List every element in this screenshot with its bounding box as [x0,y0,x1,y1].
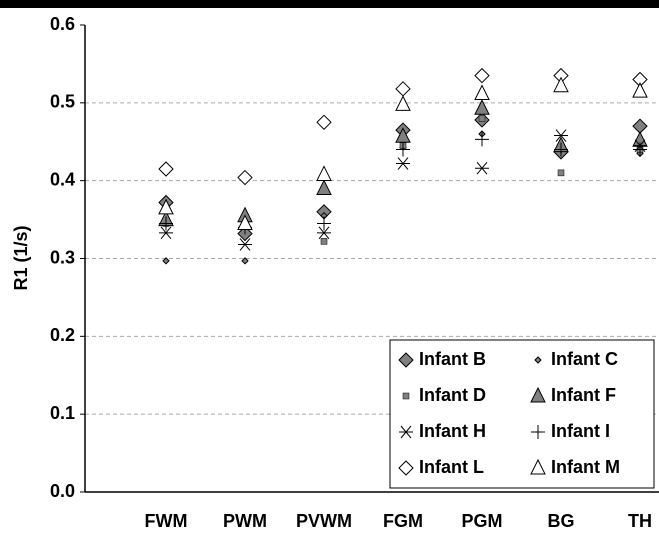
y-tick-label: 0.6 [50,14,75,34]
marker [317,216,331,231]
y-tick-label: 0.1 [50,403,75,423]
marker [534,356,542,364]
marker [530,386,546,403]
marker [316,179,332,195]
marker [316,114,332,130]
marker [159,226,173,240]
marker [395,81,411,97]
marker [632,82,648,98]
y-axis-label: R1 (1/s) [11,225,31,290]
marker [554,129,568,142]
marker [475,132,489,147]
marker [396,142,410,157]
marker [317,226,331,240]
top-bar [0,0,659,8]
y-tick-label: 0.0 [50,481,75,501]
marker [158,198,174,215]
marker [557,169,565,177]
marker [320,238,328,245]
marker [478,115,486,122]
marker [398,460,414,476]
x-tick-label: BG [548,511,575,531]
marker [241,257,249,265]
legend-label: Infant F [551,385,616,405]
marker [474,84,490,100]
y-tick-label: 0.5 [50,92,75,112]
legend-label: Infant B [419,349,486,369]
marker [474,99,490,115]
x-tick-label: FGM [383,511,423,531]
x-tick-label: PVWM [296,511,352,531]
marker [237,169,253,186]
legend-label: Infant M [551,457,620,477]
legend-label: Infant D [419,385,486,405]
marker [159,216,173,231]
marker [531,425,545,439]
marker [395,127,411,143]
marker [554,142,568,157]
legend-label: Infant L [419,457,484,477]
marker [238,238,252,251]
marker [475,161,489,175]
x-tick-label: FWM [145,511,188,531]
marker [402,392,410,400]
marker [162,257,170,265]
x-tick-label: TH [628,511,652,531]
marker [158,161,174,177]
marker [399,425,413,439]
marker [633,142,647,157]
marker [396,157,410,170]
marker [553,76,569,93]
y-tick-label: 0.4 [50,169,75,189]
y-tick-label: 0.3 [50,247,75,267]
legend-label: Infant C [551,349,618,369]
x-tick-label: PGM [461,511,502,531]
legend-label: Infant H [419,421,486,441]
marker [316,165,332,181]
marker [237,214,253,230]
y-tick-label: 0.2 [50,325,75,345]
legend-label: Infant I [551,421,610,441]
x-tick-label: PWM [223,511,267,531]
marker [474,67,490,84]
marker [530,458,546,475]
legend-box [389,339,655,489]
marker [395,95,411,111]
marker [398,352,414,368]
